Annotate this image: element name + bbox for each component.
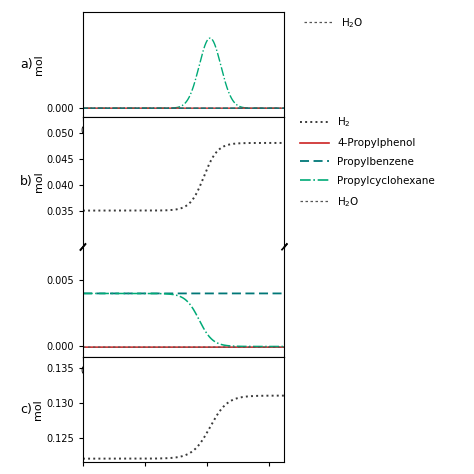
- X-axis label: Temperature / °C: Temperature / °C: [137, 142, 231, 152]
- Legend: H$_2$O: H$_2$O: [300, 12, 368, 34]
- Y-axis label: mol: mol: [33, 399, 44, 420]
- Legend: H$_2$, 4-Propylphenol, Propylbenzene, Propylcyclohexane, H$_2$O: H$_2$, 4-Propylphenol, Propylbenzene, Pr…: [300, 116, 435, 209]
- Text: c): c): [21, 403, 33, 416]
- Y-axis label: mol: mol: [34, 54, 44, 75]
- Y-axis label: mol: mol: [34, 172, 44, 192]
- Text: b): b): [20, 175, 33, 189]
- X-axis label: Temperature / °C: Temperature / °C: [137, 382, 231, 392]
- Text: a): a): [20, 58, 33, 71]
